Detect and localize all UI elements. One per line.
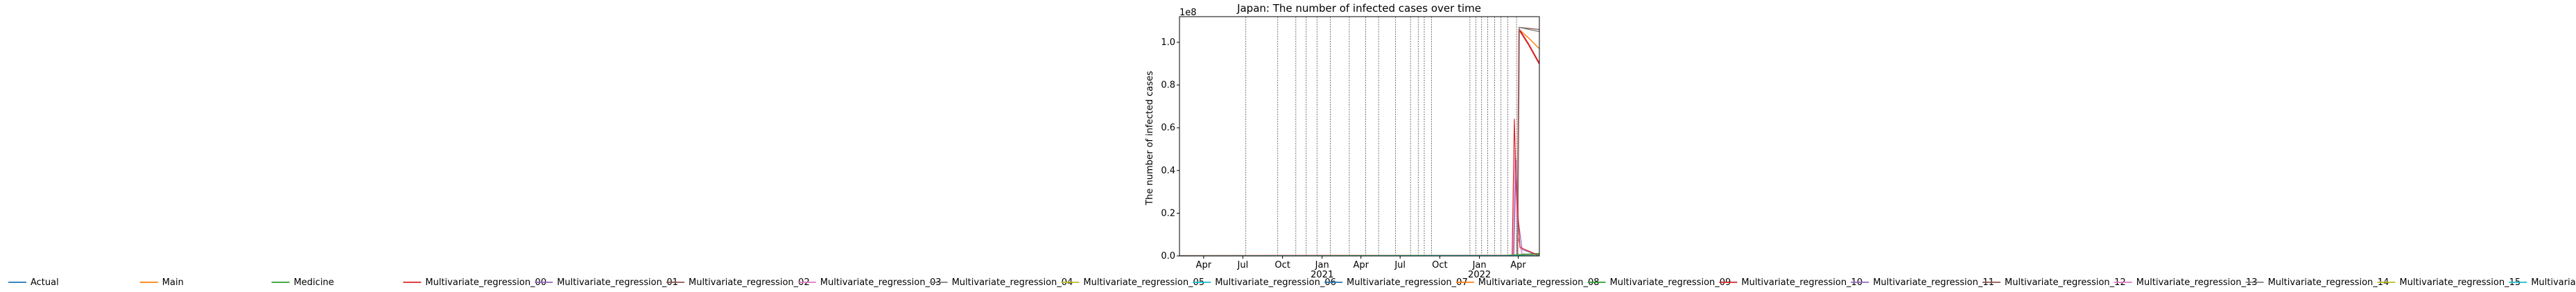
x-tick-label-8: Apr <box>1510 260 1526 270</box>
legend-item-medicine: Medicine <box>271 277 334 288</box>
legend-item-multivariate-regression-05: Multivariate_regression_05 <box>1061 277 1204 288</box>
legend-label: Multivariate_regression_01 <box>557 277 678 288</box>
legend-label: Multivariate_regression_13 <box>2136 277 2258 288</box>
x-tick-label-4: Apr <box>1353 260 1369 270</box>
y-axis: 0.0 0.2 0.4 0.6 0.8 1.0 <box>1161 37 1179 261</box>
legend-label: Multivariate_regression_11 <box>1873 277 1994 288</box>
legend-label: Multivariate_regression_05 <box>1083 277 1204 288</box>
legend-label: Multivariate_regression_10 <box>1741 277 1862 288</box>
x-tick-label-7: Jan <box>1472 260 1487 270</box>
legend-item-multivariate-regression-13: Multivariate_regression_13 <box>2113 277 2258 288</box>
legend-label: Multivariate_regression_06 <box>1215 277 1336 288</box>
legend-label: Multivariate_regression_Likely <box>2531 277 2576 288</box>
plot-area <box>1179 16 1540 257</box>
y-tick-label-0: 0.0 <box>1161 251 1175 261</box>
legend-item-multivariate-regression-00: Multivariate_regression_00 <box>403 277 546 288</box>
chart-title: Japan: The number of infected cases over… <box>1236 2 1481 15</box>
plot-frame <box>1179 16 1540 257</box>
legend-label: Main <box>162 277 184 288</box>
legend-label: Multivariate_regression_02 <box>689 277 810 288</box>
legend-item-multivariate-regression-03: Multivariate_regression_03 <box>797 277 942 288</box>
legend-label: Multivariate_regression_00 <box>425 277 546 288</box>
y-tick-label-1: 0.2 <box>1161 208 1175 218</box>
x-tick-label-1: Jul <box>1237 260 1249 270</box>
x-tick-label-3: Jan <box>1315 260 1329 270</box>
x-tick-year-label-3: 2021 <box>1311 270 1333 280</box>
legend-item-multivariate-regression-15: Multivariate_regression_15 <box>2377 277 2521 288</box>
legend-item-multivariate-regression-12: Multivariate_regression_12 <box>1982 277 2126 288</box>
legend-item-main: Main <box>139 277 184 288</box>
x-tick-year-label-7: 2022 <box>1468 270 1491 280</box>
legend-label: Multivariate_regression_03 <box>820 277 942 288</box>
legend-item-multivariate-regression-08: Multivariate_regression_08 <box>1455 277 1600 288</box>
x-tick-label-6: Oct <box>1432 260 1447 270</box>
legend-label: Multivariate_regression_15 <box>2399 277 2521 288</box>
legend-item-multivariate-regression-likely: Multivariate_regression_Likely <box>2509 277 2576 288</box>
legend-label: Actual <box>31 277 59 288</box>
legend-item-actual: Actual <box>8 277 59 288</box>
legend-label: Multivariate_regression_12 <box>2005 277 2126 288</box>
legend-item-multivariate-regression-14: Multivariate_regression_14 <box>2245 277 2389 288</box>
y-axis-label: The number of infected cases <box>1145 71 1155 206</box>
legend-label: Multivariate_regression_09 <box>1610 277 1731 288</box>
legend-item-multivariate-regression-02: Multivariate_regression_02 <box>666 277 810 288</box>
legend-item-multivariate-regression-04: Multivariate_regression_04 <box>929 277 1073 288</box>
y-axis-offset-label: 1e8 <box>1179 8 1197 18</box>
legend-label: Multivariate_regression_07 <box>1347 277 1468 288</box>
legend-item-multivariate-regression-10: Multivariate_regression_10 <box>1719 277 1862 288</box>
y-tick-label-5: 1.0 <box>1161 37 1175 48</box>
y-tick-label-4: 0.8 <box>1161 80 1175 91</box>
x-tick-label-2: Oct <box>1274 260 1290 270</box>
legend-item-multivariate-regression-09: Multivariate_regression_09 <box>1587 277 1731 288</box>
legend-item-multivariate-regression-01: Multivariate_regression_01 <box>535 277 678 288</box>
legend-label: Medicine <box>294 277 334 288</box>
legend: Actual Main Medicine Multivariate_regressio… <box>8 277 2576 288</box>
x-tick-label-0: Apr <box>1196 260 1212 270</box>
legend-item-multivariate-regression-06: Multivariate_regression_06 <box>1193 277 1336 288</box>
y-tick-label-3: 0.6 <box>1161 123 1175 133</box>
legend-item-multivariate-regression-07: Multivariate_regression_07 <box>1324 277 1468 288</box>
change-date-lines <box>1245 17 1517 256</box>
legend-label: Multivariate_regression_14 <box>2268 277 2389 288</box>
x-tick-label-5: Jul <box>1394 260 1406 270</box>
legend-label: Multivariate_regression_04 <box>952 277 1073 288</box>
y-tick-label-2: 0.4 <box>1161 166 1175 176</box>
legend-label: Multivariate_regression_08 <box>1478 277 1600 288</box>
legend-item-multivariate-regression-11: Multivariate_regression_11 <box>1851 277 1994 288</box>
